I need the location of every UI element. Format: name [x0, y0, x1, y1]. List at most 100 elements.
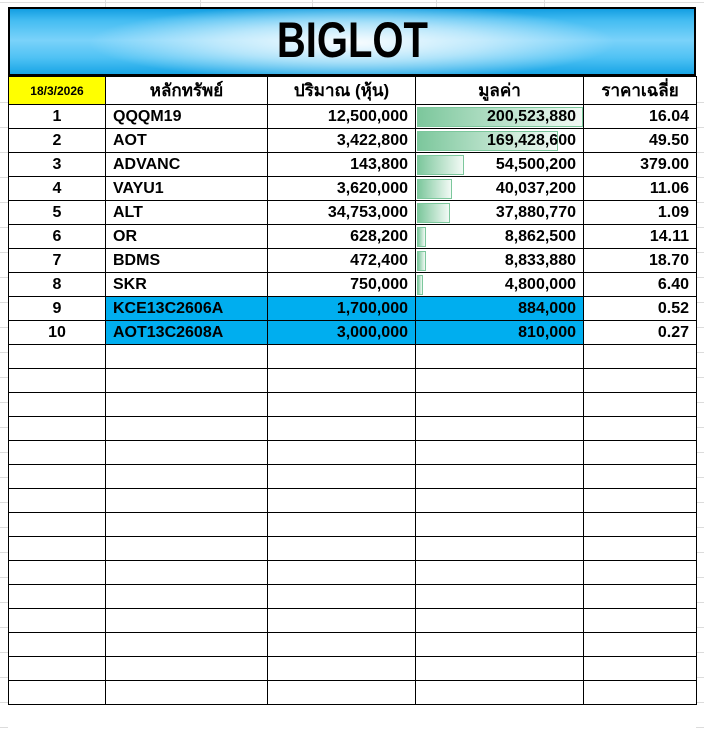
cell-avg-price[interactable]: 379.00 — [583, 152, 697, 177]
cell-volume[interactable]: 3,000,000 — [267, 320, 416, 345]
empty-cell[interactable] — [415, 680, 584, 705]
cell-avg-price[interactable]: 6.40 — [583, 272, 697, 297]
empty-cell[interactable] — [267, 608, 416, 633]
cell-no[interactable]: 3 — [8, 152, 106, 177]
cell-no[interactable]: 6 — [8, 224, 106, 249]
empty-cell[interactable] — [583, 584, 697, 609]
empty-cell[interactable] — [583, 632, 697, 657]
empty-cell[interactable] — [267, 464, 416, 489]
cell-security[interactable]: SKR — [105, 272, 268, 297]
empty-cell[interactable] — [267, 680, 416, 705]
cell-volume[interactable]: 143,800 — [267, 152, 416, 177]
empty-cell[interactable] — [8, 440, 106, 465]
empty-cell[interactable] — [583, 392, 697, 417]
empty-cell[interactable] — [105, 368, 268, 393]
cell-volume[interactable]: 3,422,800 — [267, 128, 416, 153]
empty-cell[interactable] — [105, 488, 268, 513]
empty-cell[interactable] — [583, 344, 697, 369]
cell-avg-price[interactable]: 16.04 — [583, 104, 697, 129]
cell-volume[interactable]: 3,620,000 — [267, 176, 416, 201]
empty-cell[interactable] — [267, 536, 416, 561]
cell-avg-price[interactable]: 14.11 — [583, 224, 697, 249]
cell-no[interactable]: 10 — [8, 320, 106, 345]
cell-value[interactable]: 37,880,770 — [415, 200, 584, 225]
empty-cell[interactable] — [105, 512, 268, 537]
cell-value[interactable]: 810,000 — [415, 320, 584, 345]
empty-cell[interactable] — [415, 416, 584, 441]
empty-cell[interactable] — [8, 560, 106, 585]
cell-value[interactable]: 884,000 — [415, 296, 584, 321]
empty-cell[interactable] — [415, 440, 584, 465]
empty-cell[interactable] — [415, 608, 584, 633]
cell-volume[interactable]: 1,700,000 — [267, 296, 416, 321]
empty-cell[interactable] — [8, 656, 106, 681]
cell-security[interactable]: ADVANC — [105, 152, 268, 177]
empty-cell[interactable] — [583, 512, 697, 537]
empty-cell[interactable] — [583, 368, 697, 393]
empty-cell[interactable] — [8, 416, 106, 441]
header-security[interactable]: หลักทรัพย์ — [105, 76, 268, 105]
empty-cell[interactable] — [415, 392, 584, 417]
cell-value[interactable]: 169,428,600 — [415, 128, 584, 153]
empty-cell[interactable] — [8, 608, 106, 633]
empty-cell[interactable] — [415, 464, 584, 489]
empty-cell[interactable] — [105, 536, 268, 561]
cell-security[interactable]: VAYU1 — [105, 176, 268, 201]
empty-cell[interactable] — [583, 464, 697, 489]
empty-cell[interactable] — [583, 440, 697, 465]
cell-avg-price[interactable]: 0.27 — [583, 320, 697, 345]
empty-cell[interactable] — [8, 392, 106, 417]
cell-security[interactable]: AOT — [105, 128, 268, 153]
empty-cell[interactable] — [583, 560, 697, 585]
empty-cell[interactable] — [105, 656, 268, 681]
cell-no[interactable]: 8 — [8, 272, 106, 297]
cell-avg-price[interactable]: 49.50 — [583, 128, 697, 153]
empty-cell[interactable] — [267, 368, 416, 393]
empty-cell[interactable] — [105, 416, 268, 441]
empty-cell[interactable] — [267, 344, 416, 369]
empty-cell[interactable] — [415, 344, 584, 369]
empty-cell[interactable] — [105, 560, 268, 585]
cell-no[interactable]: 7 — [8, 248, 106, 273]
empty-cell[interactable] — [583, 416, 697, 441]
cell-security[interactable]: ALT — [105, 200, 268, 225]
header-avg-price[interactable]: ราคาเฉลี่ย — [583, 76, 697, 105]
empty-cell[interactable] — [8, 632, 106, 657]
cell-security[interactable]: AOT13C2608A — [105, 320, 268, 345]
empty-cell[interactable] — [415, 656, 584, 681]
empty-cell[interactable] — [415, 512, 584, 537]
header-volume[interactable]: ปริมาณ (หุ้น) — [267, 76, 416, 105]
cell-no[interactable]: 1 — [8, 104, 106, 129]
empty-cell[interactable] — [8, 512, 106, 537]
cell-security[interactable]: BDMS — [105, 248, 268, 273]
empty-cell[interactable] — [8, 344, 106, 369]
empty-cell[interactable] — [105, 608, 268, 633]
cell-value[interactable]: 8,833,880 — [415, 248, 584, 273]
empty-cell[interactable] — [267, 560, 416, 585]
empty-cell[interactable] — [415, 536, 584, 561]
empty-cell[interactable] — [583, 656, 697, 681]
empty-cell[interactable] — [267, 416, 416, 441]
cell-avg-price[interactable]: 0.52 — [583, 296, 697, 321]
cell-security[interactable]: KCE13C2606A — [105, 296, 268, 321]
empty-cell[interactable] — [105, 344, 268, 369]
empty-cell[interactable] — [105, 680, 268, 705]
cell-no[interactable]: 9 — [8, 296, 106, 321]
empty-cell[interactable] — [8, 488, 106, 513]
cell-value[interactable]: 54,500,200 — [415, 152, 584, 177]
empty-cell[interactable] — [8, 680, 106, 705]
cell-no[interactable]: 2 — [8, 128, 106, 153]
cell-volume[interactable]: 34,753,000 — [267, 200, 416, 225]
empty-cell[interactable] — [583, 536, 697, 561]
empty-cell[interactable] — [583, 488, 697, 513]
empty-cell[interactable] — [415, 632, 584, 657]
cell-security[interactable]: QQQM19 — [105, 104, 268, 129]
empty-cell[interactable] — [267, 584, 416, 609]
empty-cell[interactable] — [267, 488, 416, 513]
empty-cell[interactable] — [105, 632, 268, 657]
empty-cell[interactable] — [267, 632, 416, 657]
empty-cell[interactable] — [415, 560, 584, 585]
empty-cell[interactable] — [415, 584, 584, 609]
empty-cell[interactable] — [105, 392, 268, 417]
empty-cell[interactable] — [105, 584, 268, 609]
